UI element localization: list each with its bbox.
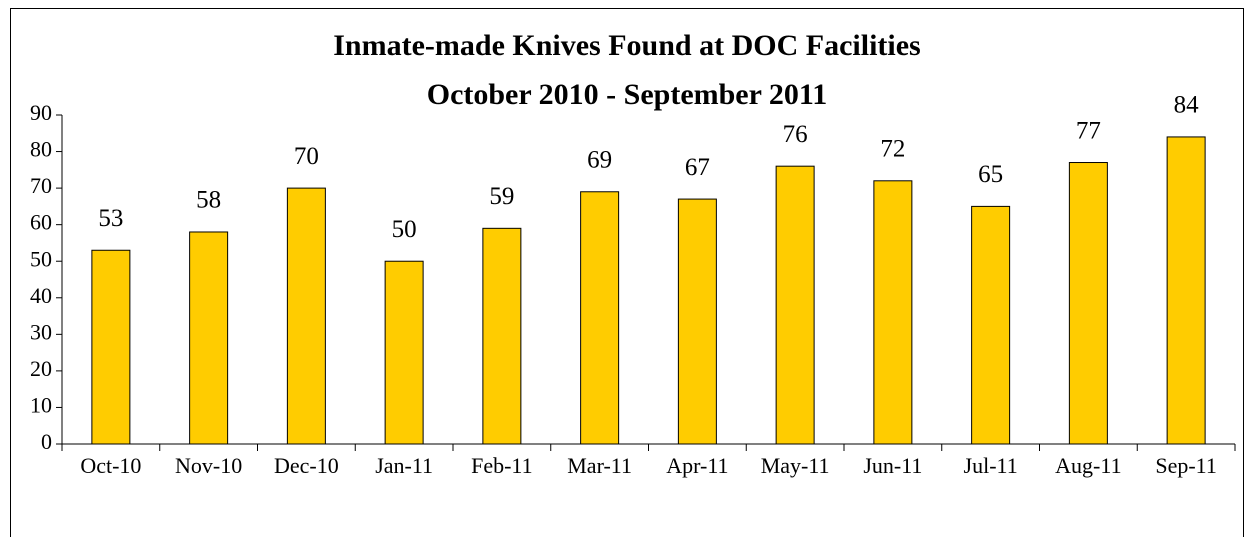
bar bbox=[384, 260, 424, 445]
bar bbox=[1068, 162, 1108, 445]
bar bbox=[91, 249, 131, 445]
y-tick-label: 80 bbox=[30, 137, 52, 162]
data-label: 84 bbox=[1174, 92, 1200, 119]
bar bbox=[775, 165, 815, 445]
data-label: 58 bbox=[196, 187, 221, 214]
data-label: 50 bbox=[392, 216, 417, 243]
bar bbox=[189, 231, 229, 445]
chart-title: Inmate-made Knives Found at DOC Faciliti… bbox=[333, 29, 920, 62]
y-tick-label: 90 bbox=[30, 100, 52, 125]
x-tick-label: Mar-11 bbox=[567, 453, 632, 478]
x-tick-label: Aug-11 bbox=[1055, 453, 1121, 478]
bar bbox=[1166, 136, 1206, 445]
x-tick-label: Sep-11 bbox=[1155, 453, 1217, 478]
data-label: 69 bbox=[587, 147, 612, 174]
bar bbox=[580, 191, 620, 445]
data-label: 67 bbox=[685, 154, 710, 181]
x-tick-label: Dec-10 bbox=[274, 453, 339, 478]
y-tick-label: 30 bbox=[30, 319, 52, 344]
data-label: 72 bbox=[880, 136, 905, 163]
x-tick-label: Jan-11 bbox=[375, 453, 433, 478]
data-label: 59 bbox=[489, 183, 514, 210]
x-tick-label: Apr-11 bbox=[666, 453, 728, 478]
y-tick-label: 0 bbox=[41, 429, 52, 454]
x-tick-label: Oct-10 bbox=[80, 453, 141, 478]
bar bbox=[873, 180, 913, 445]
bar bbox=[971, 205, 1011, 445]
data-label: 70 bbox=[294, 143, 319, 170]
data-label: 65 bbox=[978, 161, 1003, 188]
bar bbox=[482, 227, 522, 445]
y-tick-label: 70 bbox=[30, 173, 52, 198]
y-tick-label: 10 bbox=[30, 392, 52, 417]
y-tick-label: 50 bbox=[30, 246, 52, 271]
x-tick-label: Jun-11 bbox=[863, 453, 922, 478]
x-tick-label: Feb-11 bbox=[471, 453, 533, 478]
bar bbox=[286, 187, 326, 445]
bar bbox=[677, 198, 717, 445]
y-tick-label: 40 bbox=[30, 283, 52, 308]
x-tick-label: Jul-11 bbox=[964, 453, 1018, 478]
data-label: 76 bbox=[783, 121, 808, 148]
chart-border bbox=[10, 8, 1244, 537]
chart-subtitle: October 2010 - September 2011 bbox=[427, 78, 828, 111]
data-label: 77 bbox=[1076, 117, 1101, 144]
y-tick-label: 60 bbox=[30, 210, 52, 235]
x-tick-label: Nov-10 bbox=[175, 453, 242, 478]
data-label: 53 bbox=[98, 205, 123, 232]
y-tick-label: 20 bbox=[30, 356, 52, 381]
x-tick-label: May-11 bbox=[761, 453, 830, 478]
